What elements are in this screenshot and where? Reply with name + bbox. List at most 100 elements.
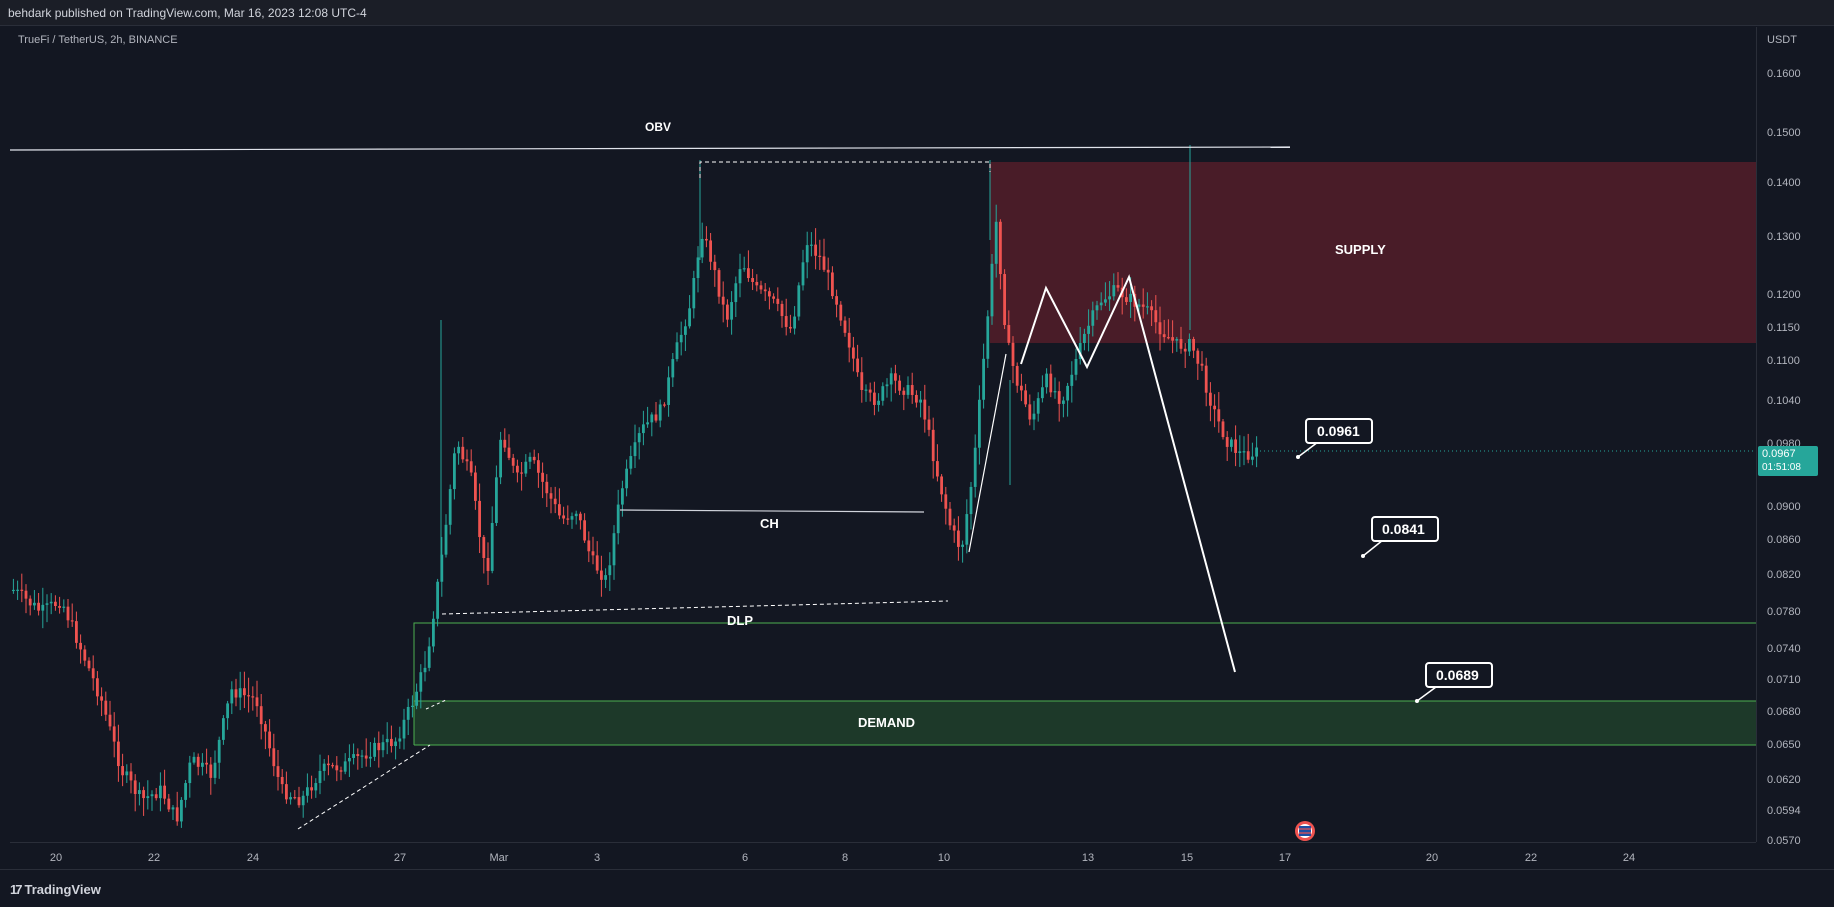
candle-body (797, 285, 801, 317)
us-flag-event-icon[interactable] (1295, 821, 1315, 841)
candle-body (1150, 306, 1153, 311)
candle-body (633, 442, 637, 457)
rising-trend-dashed[interactable] (297, 744, 431, 830)
candle-body (432, 618, 435, 647)
candle-body (45, 603, 49, 605)
candle-body (726, 304, 729, 320)
candle-body (1146, 306, 1149, 308)
candle-body (801, 262, 805, 286)
ch-line[interactable] (619, 509, 925, 513)
price-tick-label: 0.1400 (1767, 177, 1801, 189)
supply-zone[interactable] (990, 162, 1756, 343)
time-tick-label: 3 (594, 852, 600, 864)
publish-info-bar: behdark published on TradingView.com, Ma… (0, 0, 1834, 26)
price-axis[interactable] (1756, 27, 1834, 842)
rising-trend-dashed-upper[interactable] (425, 699, 447, 710)
projection-path[interactable] (1020, 274, 1236, 673)
candle-body (96, 678, 99, 697)
candle-body (402, 719, 406, 739)
candle-body (852, 347, 855, 359)
candle-body (381, 742, 385, 751)
candle-body (713, 261, 717, 271)
candle-body (306, 787, 309, 796)
candle-body (789, 326, 792, 329)
candle-body (87, 660, 91, 669)
symbol-legend[interactable]: TrueFi / TetherUS, 2h, BINANCE (18, 34, 178, 46)
candle-body (1137, 304, 1141, 307)
candle-body (436, 581, 439, 619)
candle-body (196, 756, 200, 767)
candle-body (990, 263, 994, 317)
time-tick-label: 22 (1525, 852, 1537, 864)
candle-body (1074, 358, 1078, 375)
candle-body (999, 221, 1002, 275)
candle-body (1104, 299, 1107, 303)
demand-label: DEMAND (858, 715, 915, 730)
candle-body (12, 589, 15, 592)
candle-body (751, 278, 754, 282)
candle-body (612, 533, 616, 566)
candle-body (839, 304, 843, 321)
candle-body (369, 756, 372, 759)
breakout-trend-line[interactable] (968, 353, 1007, 553)
candle-body (805, 245, 809, 263)
tradingview-logo[interactable]: 17 TradingView (10, 882, 101, 897)
time-axis[interactable] (10, 842, 1756, 869)
candle-body (499, 439, 502, 478)
bar-countdown: 01:51:08 (1762, 462, 1801, 473)
candle-body (490, 522, 494, 571)
candle-body (163, 785, 166, 799)
candle-body (835, 296, 838, 305)
demand-zone[interactable] (414, 701, 1756, 745)
candle-body (759, 285, 763, 290)
candle-body (663, 404, 666, 406)
candle-body (28, 598, 32, 606)
price-tick-label: 0.0780 (1767, 606, 1801, 618)
candle-body (66, 606, 70, 621)
candle-body (469, 461, 473, 473)
candle-body (356, 754, 360, 756)
candle-body (58, 606, 61, 608)
candle-body (268, 731, 271, 749)
range-top-dashed[interactable] (699, 161, 991, 178)
candle-body (373, 742, 376, 757)
candle-body (457, 446, 460, 454)
candle-body (587, 540, 591, 552)
tradingview-brand-text: TradingView (24, 882, 101, 897)
candle-body (83, 649, 87, 661)
candle-body (1007, 325, 1011, 343)
candle-body (772, 296, 775, 299)
candle-body (1125, 297, 1128, 302)
candle-body (944, 494, 948, 509)
callout-0689[interactable]: 0.0689 (1415, 662, 1493, 703)
dlp-dashed-line[interactable] (441, 600, 949, 615)
candle-body (37, 602, 40, 611)
candle-body (814, 244, 817, 256)
callout-0961-text: 0.0961 (1317, 423, 1360, 439)
callout-0961[interactable]: 0.0961 (1296, 418, 1373, 459)
obv-line[interactable] (9, 146, 1291, 151)
candle-body (1066, 385, 1069, 401)
candle-body (352, 754, 355, 758)
price-tick-label: 0.1100 (1767, 355, 1800, 367)
candle-body (717, 270, 721, 297)
candle-body (314, 783, 318, 791)
candle-body (755, 281, 759, 286)
candle-body (406, 706, 410, 720)
callout-0841[interactable]: 0.0841 (1361, 516, 1439, 558)
candle-body (112, 726, 116, 742)
candle-body (234, 689, 238, 698)
candle-body (524, 461, 528, 474)
candle-body (129, 771, 133, 781)
candle-body (360, 755, 364, 757)
candle-body (902, 390, 906, 395)
candle-body (482, 537, 486, 559)
time-tick-label: 13 (1082, 852, 1094, 864)
candle-body (201, 762, 204, 767)
candle-body (667, 377, 670, 405)
candle-body (679, 334, 683, 343)
candle-body (541, 472, 544, 482)
candle-body (503, 439, 507, 448)
candle-body (385, 738, 389, 743)
